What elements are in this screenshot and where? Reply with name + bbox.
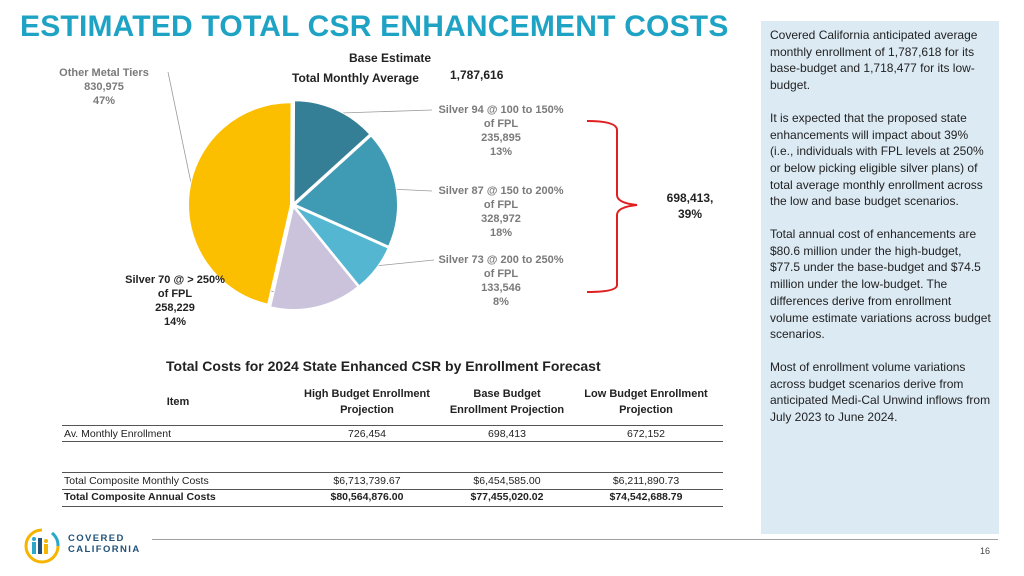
row-low: 672,152	[627, 428, 665, 440]
info-panel: Covered California anticipated average m…	[761, 21, 999, 534]
pie-slice-silver-73	[294, 206, 389, 287]
slice-value: 133,546	[481, 282, 521, 294]
slice-name: Silver 87 @ 150 to 200%	[438, 185, 564, 197]
slice-value: 235,895	[481, 132, 521, 144]
row-low: $74,542,688.79	[609, 491, 683, 503]
slice-name: Silver 94 @ 100 to 150%	[438, 104, 564, 116]
row-item: Av. Monthly Enrollment	[64, 428, 171, 440]
total-monthly-average-label: Total Monthly Average	[292, 71, 419, 85]
table-rule	[62, 425, 723, 426]
logo-bar	[44, 544, 48, 554]
row-base: $77,455,020.02	[470, 491, 544, 503]
info-paragraph-2: It is expected that the proposed state e…	[770, 110, 984, 209]
chart-title: Base Estimate	[349, 51, 432, 65]
table-title: Total Costs for 2024 State Enhanced CSR …	[166, 358, 601, 374]
logo-arc-blue	[50, 531, 60, 547]
pie-chart	[167, 71, 638, 310]
bracket-percent: 39%	[677, 207, 703, 221]
leader-line-silver-94	[333, 109, 433, 114]
page-number: 16	[980, 546, 991, 556]
row-base: $6,454,585.00	[473, 475, 541, 487]
row-high: 726,454	[348, 428, 386, 440]
slice-label-silver-87: Silver 87 @ 150 to 200% of FPL 328,972 1…	[426, 184, 576, 240]
table-rule	[62, 472, 723, 473]
header-low-budget: Low Budget Enrollment Projection	[584, 388, 708, 416]
header-item: Item	[166, 396, 190, 408]
slice-name: Silver 73 @ 200 to 250%	[438, 254, 564, 266]
total-monthly-average-value: 1,787,616	[450, 68, 504, 82]
table-rule	[62, 441, 723, 442]
slice-value: 258,229	[155, 302, 195, 314]
footer-rule	[152, 539, 998, 540]
slice-label-silver-73: Silver 73 @ 200 to 250% of FPL 133,546 8…	[426, 253, 576, 309]
row-high: $80,564,876.00	[330, 491, 404, 503]
info-paragraph-3: Total annual cost of enhancements are $8…	[770, 227, 991, 342]
row-low: $6,211,890.73	[612, 475, 680, 487]
logo-dot	[44, 539, 48, 543]
leader-line-silver-73	[372, 259, 435, 267]
slice-percent: 13%	[489, 146, 513, 158]
logo-arc-yellow	[24, 528, 60, 564]
slice-percent: 14%	[163, 316, 187, 328]
table-rule	[62, 506, 723, 507]
pie-slice-silver-70	[270, 206, 359, 310]
row-high: $6,713,739.67	[333, 475, 401, 487]
header-high-budget: High Budget Enrollment Projection	[304, 388, 430, 416]
row-item: Total Composite Monthly Costs	[64, 475, 209, 487]
leader-line-other-metal-tiers	[167, 71, 194, 194]
logo-bar	[32, 542, 36, 554]
slice-label-silver-94: Silver 94 @ 100 to 150% of FPL 235,895 1…	[426, 103, 576, 159]
row-base: 698,413	[488, 428, 526, 440]
slice-name-line-2: of FPL	[157, 288, 193, 300]
slice-percent: 18%	[489, 227, 513, 239]
slice-name-line-2: of FPL	[483, 268, 519, 280]
covered-california-logo	[24, 528, 60, 564]
slice-value: 328,972	[481, 213, 521, 225]
slice-name: Other Metal Tiers	[59, 67, 149, 79]
bracket-annotation	[586, 120, 638, 293]
slice-name-line-2: of FPL	[483, 118, 519, 130]
slice-label-other-metal-tiers: Other Metal Tiers 830,975 47%	[44, 66, 164, 108]
table-rule	[62, 489, 723, 490]
slice-percent: 8%	[493, 296, 509, 308]
bracket-label: 698,413, 39%	[650, 190, 730, 222]
info-paragraph-4: Most of enrollment volume variations acr…	[770, 359, 991, 425]
slice-percent: 47%	[92, 95, 116, 107]
header-base-budget: Base Budget Enrollment Projection	[449, 388, 565, 416]
logo-wordmark: COVERED CALIFORNIA	[68, 533, 141, 555]
leader-line-silver-87	[392, 188, 433, 192]
pie-slice-silver-87	[294, 135, 398, 247]
slice-name-line-2: of FPL	[483, 199, 519, 211]
pie-slices	[188, 100, 398, 310]
logo-dot	[32, 537, 36, 541]
info-paragraph-1: Covered California anticipated average m…	[770, 28, 978, 93]
logo-bar	[38, 538, 42, 554]
slice-value: 830,975	[84, 81, 124, 93]
slide-title: ESTIMATED TOTAL CSR ENHANCEMENT COSTS	[20, 10, 729, 43]
pie-slice-other-metal-tiers	[188, 102, 292, 305]
row-item: Total Composite Annual Costs	[64, 491, 216, 503]
slice-name: Silver 70 @ > 250%	[125, 274, 225, 286]
pie-slice-silver-94	[293, 100, 371, 204]
slice-label-silver-70: Silver 70 @ > 250% of FPL 258,229 14%	[110, 273, 240, 329]
bracket-value: 698,413,	[666, 191, 714, 205]
